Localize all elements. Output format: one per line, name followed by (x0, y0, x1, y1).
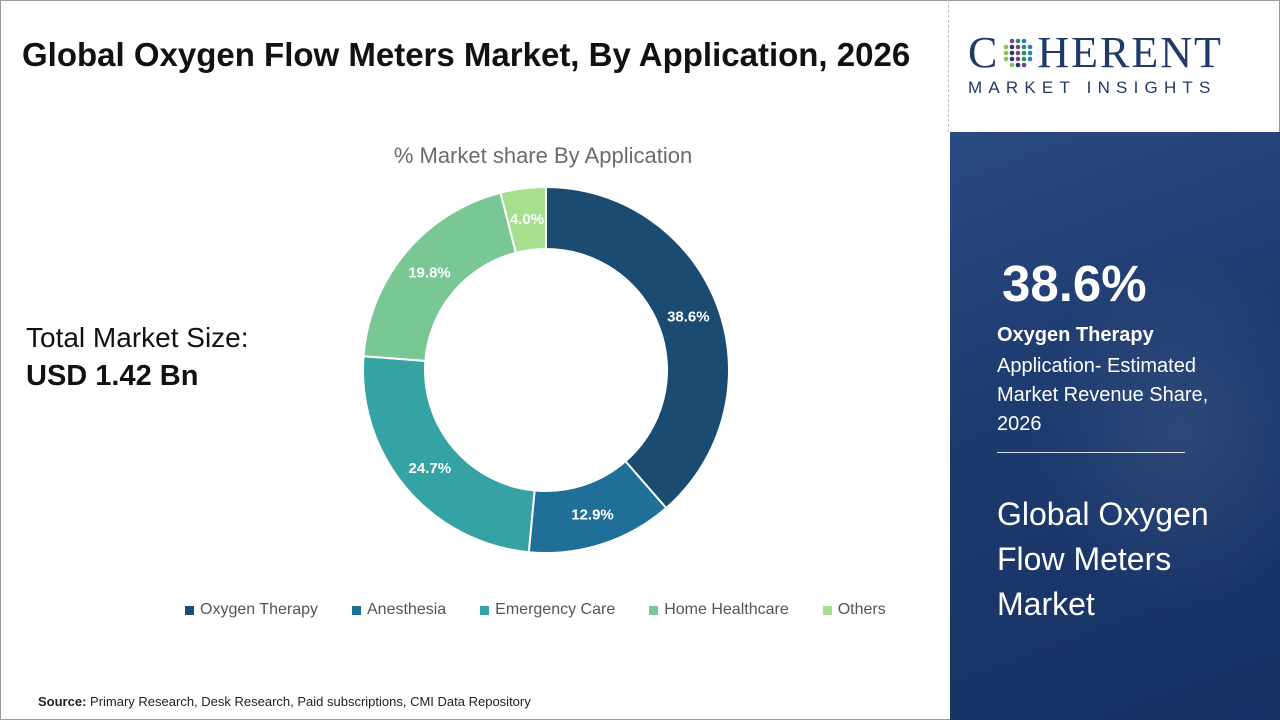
legend-swatch (352, 605, 361, 615)
data-label-anesthesia: 12.9% (571, 507, 614, 524)
panel-background-map (1030, 252, 1280, 612)
logo-dot (1028, 44, 1033, 50)
logo-dot (1010, 44, 1015, 50)
source-note: Source: Primary Research, Desk Research,… (38, 694, 531, 709)
source-text: Primary Research, Desk Research, Paid su… (90, 694, 531, 709)
legend-swatch (822, 605, 832, 615)
total-market-size-value: USD 1.42 Bn (26, 360, 199, 392)
logo-dot (1016, 56, 1021, 62)
logo-dot (1022, 38, 1027, 44)
legend-item-anesthesia: Anesthesia (352, 601, 446, 619)
highlight-description: Application- Estimated Market Revenue Sh… (997, 355, 1209, 435)
logo-dot (1016, 62, 1021, 68)
logo-letter-c: C (968, 28, 1000, 77)
logo-dot (1022, 44, 1027, 50)
panel-market-name: Global Oxygen Flow Meters Market (997, 496, 1209, 622)
logo-dot (1010, 62, 1015, 68)
chart-title: % Market share By Application (393, 143, 693, 168)
page-title: Global Oxygen Flow Meters Market, By App… (22, 36, 911, 73)
legend-label: Anesthesia (367, 601, 447, 618)
data-label-oxygen-therapy: 38.6% (667, 309, 710, 326)
coherent-logo: C HERENT MARKET INSIGHTS (968, 30, 1268, 98)
source-label: Source: (38, 694, 87, 709)
legend-item-others: Others (822, 601, 886, 619)
logo-dot (1004, 44, 1009, 50)
logo-dots-icon (1004, 38, 1033, 68)
logo-dot (1022, 50, 1027, 56)
total-market-size-label: Total Market Size: (26, 322, 249, 353)
data-label-others: 4.0% (510, 211, 544, 228)
logo-dot (1022, 56, 1027, 62)
legend-label: Oxygen Therapy (200, 601, 318, 618)
data-label-emergency-care: 24.7% (409, 460, 452, 477)
highlight-segment: Oxygen Therapy (997, 324, 1154, 346)
logo-subtitle: MARKET INSIGHTS (968, 78, 1217, 97)
logo-dot (1028, 56, 1033, 62)
legend-swatch (480, 605, 490, 615)
legend-swatch (649, 605, 659, 615)
legend-item-home-healthcare: Home Healthcare (649, 601, 789, 619)
data-label-home-healthcare: 19.8% (408, 264, 451, 281)
legend-label: Emergency Care (495, 601, 616, 618)
logo-letters-herent: HERENT (1037, 28, 1223, 77)
logo-dot (1016, 44, 1021, 50)
highlight-percentage: 38.6% (1002, 255, 1147, 312)
legend-label: Others (837, 601, 886, 618)
donut-slice-emergency-care (362, 355, 536, 554)
logo-wordmark: C HERENT (968, 30, 1268, 76)
header-divider (948, 0, 949, 132)
donut-chart: 38.6% 12.9% 24.7% 19.8% 4.0% (362, 185, 730, 554)
panel-divider (997, 452, 1185, 453)
legend-label: Home Healthcare (664, 601, 789, 618)
logo-dot (1004, 50, 1009, 56)
donut-slice-others (499, 185, 547, 255)
chart-legend: Oxygen Therapy Anesthesia Emergency Care Ho… (185, 601, 945, 619)
logo-dot (1016, 38, 1021, 44)
highlight-panel: 38.6% Oxygen Therapy Application- Estima… (950, 132, 1280, 720)
logo-dot (1004, 56, 1009, 62)
legend-item-emergency-care: Emergency Care (480, 601, 615, 619)
logo-dot (1010, 38, 1015, 44)
logo-dot (1010, 56, 1015, 62)
donut-slice-oxygen-therapy (545, 185, 730, 510)
logo-dot (1022, 62, 1027, 68)
logo-dot (1028, 50, 1033, 56)
legend-swatch (185, 605, 194, 615)
logo-dot (1016, 50, 1021, 56)
logo-dot (1010, 50, 1015, 56)
legend-item-oxygen-therapy: Oxygen Therapy (185, 601, 318, 619)
